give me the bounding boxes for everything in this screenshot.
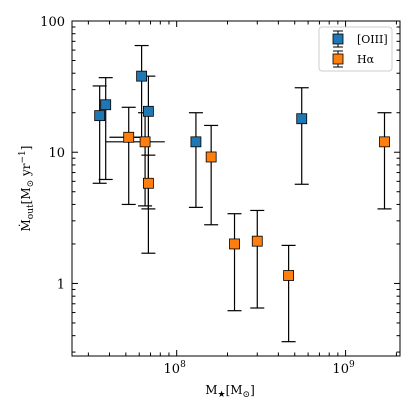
y-tick-label: 1 <box>57 277 65 292</box>
x-tick-label: 109 <box>332 360 355 377</box>
data-point <box>251 235 263 247</box>
legend-marker <box>332 33 344 45</box>
x-tick-label: 108 <box>164 360 187 377</box>
x-axis-label: M★[M⊙] <box>205 383 255 400</box>
legend: [OIII] Hα <box>318 26 393 72</box>
axis-labels: M★[M⊙] Ṁout[M⊙ yr−1] <box>18 146 255 400</box>
data-point <box>190 136 202 148</box>
error-bars <box>92 44 392 343</box>
y-tick-label: 10 <box>48 146 65 161</box>
data-point <box>205 151 217 163</box>
data-point <box>229 238 240 250</box>
data-markers <box>94 70 390 281</box>
legend-label: [OIII] <box>357 33 388 46</box>
y-axis-label: Ṁout[M⊙ yr−1] <box>18 146 36 232</box>
data-point <box>136 70 148 82</box>
plot-border <box>71 20 401 357</box>
plot-frame <box>71 20 401 357</box>
data-point <box>100 99 112 111</box>
data-point <box>94 110 106 122</box>
data-point <box>283 270 295 281</box>
legend-marker <box>332 53 344 65</box>
y-tick-label: 100 <box>40 15 65 30</box>
data-point <box>123 131 135 143</box>
data-point <box>296 113 308 125</box>
data-point <box>142 105 154 117</box>
data-point <box>139 136 151 148</box>
legend-label: Hα <box>357 53 375 66</box>
data-point <box>379 136 390 148</box>
axis-ticks <box>72 20 400 356</box>
data-point <box>142 177 154 189</box>
